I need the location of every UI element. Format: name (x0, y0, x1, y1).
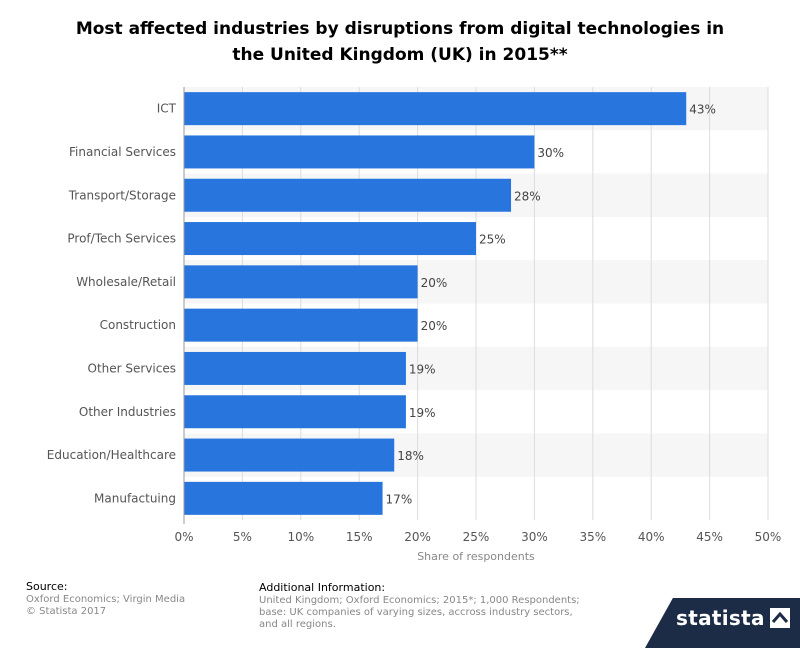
chart-title: Most affected industries by disruptions … (75, 19, 725, 65)
bar (184, 92, 687, 126)
data-label: 17% (386, 492, 413, 506)
bar (184, 481, 383, 515)
category-labels: ICT Financial Services Transport/Storage Pr… (47, 102, 177, 506)
category-label: Prof/Tech Services (67, 232, 176, 246)
x-tick-label: 35% (579, 530, 606, 544)
statista-logo[interactable]: statista (676, 606, 790, 630)
x-tick-label: 15% (346, 530, 373, 544)
info-line: United Kingdom; Oxford Economics; 2015*;… (259, 595, 580, 606)
bar (184, 351, 406, 385)
bar (184, 222, 476, 256)
category-label: Education/Healthcare (47, 448, 176, 462)
info-line: base: UK companies of varying sizes, acc… (259, 607, 573, 618)
bar (184, 438, 395, 472)
bar (184, 308, 418, 342)
data-label: 28% (514, 189, 541, 203)
category-label: Manufactuing (94, 491, 176, 505)
category-label: Other Services (88, 361, 177, 375)
bar (184, 395, 406, 429)
source-block: Source: Oxford Economics; Virgin Media ©… (26, 580, 246, 618)
x-tick-label: 10% (287, 530, 314, 544)
data-label: 19% (409, 406, 436, 420)
data-label: 25% (479, 233, 506, 247)
data-label: 20% (421, 319, 448, 333)
copyright-line: © Statista 2017 (26, 606, 107, 617)
x-tick-label: 50% (755, 530, 782, 544)
category-label: Transport/Storage (68, 188, 176, 202)
category-label: Financial Services (69, 145, 176, 159)
x-tick-label: 5% (233, 530, 252, 544)
statista-mark-icon (769, 608, 790, 628)
bar (184, 135, 535, 169)
data-label: 18% (397, 449, 424, 463)
bar (184, 265, 418, 299)
info-line: and all regions. (259, 619, 336, 630)
x-tick-label: 25% (463, 530, 490, 544)
category-label: Wholesale/Retail (76, 275, 176, 289)
bar (184, 178, 512, 212)
data-label: 43% (689, 103, 716, 117)
data-label: 19% (409, 362, 436, 376)
value-labels: 43% 30% 28% 25% 20% 20% 19% 19% 18% 17% (386, 103, 716, 507)
x-tick-label: 30% (521, 530, 548, 544)
category-label: Other Industries (79, 405, 176, 419)
category-label: Construction (100, 318, 176, 332)
source-heading: Source: (26, 580, 68, 593)
x-tick-labels: 0% 5% 10% 15% 20% 25% 30% 35% 40% 45% 50% (174, 530, 781, 544)
x-tick-label: 0% (174, 530, 193, 544)
category-label: ICT (157, 102, 177, 116)
bars (184, 92, 687, 515)
x-tick-label: 20% (404, 530, 431, 544)
x-axis-label: Share of respondents (417, 550, 535, 563)
logo-text: statista (676, 606, 765, 630)
additional-info-block: Additional Information: United Kingdom; … (259, 581, 589, 631)
x-tick-label: 40% (638, 530, 665, 544)
data-label: 20% (421, 276, 448, 290)
data-label: 30% (537, 146, 564, 160)
bar-chart: ICT Financial Services Transport/Storage Pr… (47, 87, 781, 563)
additional-info-heading: Additional Information: (259, 581, 386, 594)
source-line: Oxford Economics; Virgin Media (26, 594, 186, 605)
x-tick-label: 45% (696, 530, 723, 544)
